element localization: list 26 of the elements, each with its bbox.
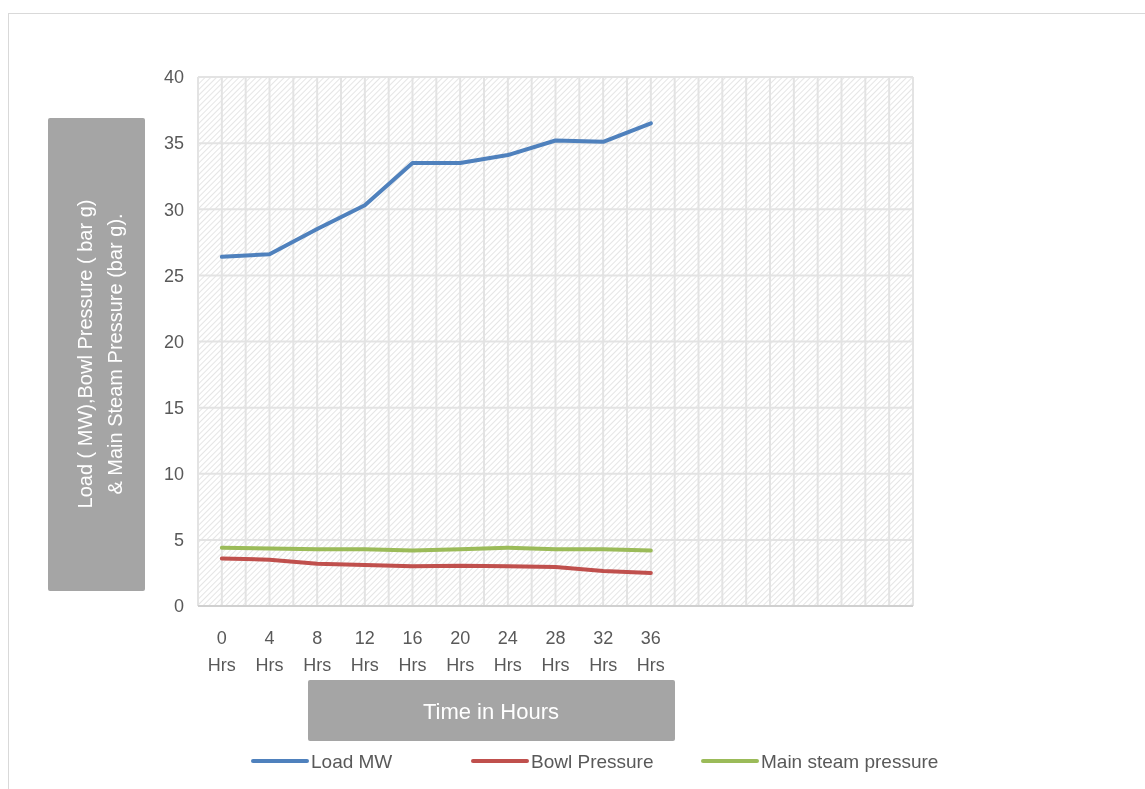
legend-label: Bowl Pressure: [531, 750, 654, 772]
y-tick-label: 5: [173, 530, 184, 551]
legend-label: Load MW: [311, 750, 393, 772]
y-axis-title: Load ( MW),Bowl Pressure ( bar g) & Main Steam Pressure (bar g).: [74, 199, 126, 509]
x-tick-label: 24 Hrs: [493, 628, 522, 675]
x-tick-label: 0 Hrs: [207, 628, 236, 675]
y-tick-label: 20: [163, 331, 184, 352]
y-tick-label: 40: [163, 67, 184, 88]
x-tick-label: 16 Hrs: [398, 628, 427, 675]
x-tick-label: 12 Hrs: [350, 628, 379, 675]
line-series: [219, 121, 653, 259]
legend-label: Main steam pressure: [761, 750, 939, 772]
y-tick-label: 15: [163, 397, 184, 418]
y-tick-label: 0: [173, 596, 184, 617]
y-tick-label: 35: [163, 133, 184, 154]
x-tick-label: 32 Hrs: [589, 628, 618, 675]
y-tick-label: 30: [163, 199, 184, 220]
x-tick-label: 8 Hrs: [303, 628, 332, 675]
y-tick-label: 10: [163, 464, 184, 485]
x-tick-label: 36 Hrs: [636, 628, 665, 675]
line-series: [219, 556, 653, 575]
x-tick-label: 28 Hrs: [541, 628, 570, 675]
y-tick-label: 25: [163, 265, 184, 286]
x-tick-label: 20 Hrs: [446, 628, 475, 675]
x-axis-title: Time in Hours: [422, 698, 560, 724]
x-tick-label: 4 Hrs: [255, 628, 284, 675]
